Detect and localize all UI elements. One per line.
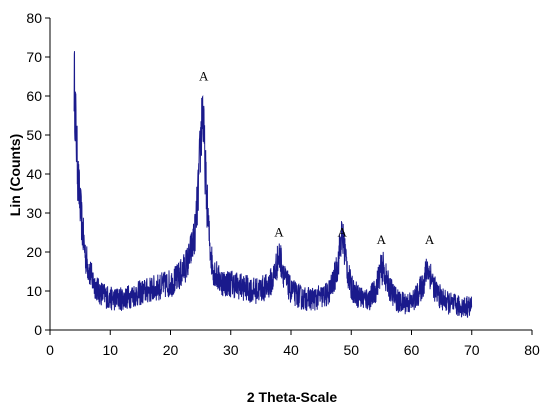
x-tick-label: 30 (223, 342, 239, 358)
y-tick-label: 0 (34, 322, 42, 338)
x-tick-label: 50 (343, 342, 359, 358)
y-tick-label: 60 (26, 88, 42, 104)
peak-annotation: A (199, 68, 209, 83)
x-tick-label: 70 (464, 342, 480, 358)
y-axis-label: Lin (Counts) (7, 134, 23, 216)
x-tick-label: 60 (404, 342, 420, 358)
x-tick-label: 10 (102, 342, 118, 358)
x-tick-label: 80 (524, 342, 540, 358)
y-tick-label: 80 (26, 10, 42, 26)
x-tick-label: 40 (283, 342, 299, 358)
y-tick-label: 10 (26, 283, 42, 299)
y-tick-label: 50 (26, 127, 42, 143)
peak-annotation: A (338, 224, 348, 239)
y-tick-label: 70 (26, 49, 42, 65)
x-tick-label: 0 (46, 342, 54, 358)
y-tick-label: 20 (26, 244, 42, 260)
peak-annotation: A (425, 232, 435, 247)
peak-annotation: A (274, 224, 284, 239)
series-layer (73, 51, 473, 318)
y-tick-label: 40 (26, 166, 42, 182)
y-tick-label: 30 (26, 205, 42, 221)
annotations-layer: A A A A A (199, 68, 435, 247)
diffraction-trace (73, 51, 473, 318)
x-axis-label: 2 Theta-Scale (247, 389, 337, 405)
x-tick-label: 20 (163, 342, 179, 358)
tick-marks (45, 17, 533, 335)
tick-labels: 0 10 20 30 40 50 60 70 80 0 10 20 30 40 50 60 70 80 (26, 10, 540, 358)
peak-annotation: A (377, 232, 387, 247)
